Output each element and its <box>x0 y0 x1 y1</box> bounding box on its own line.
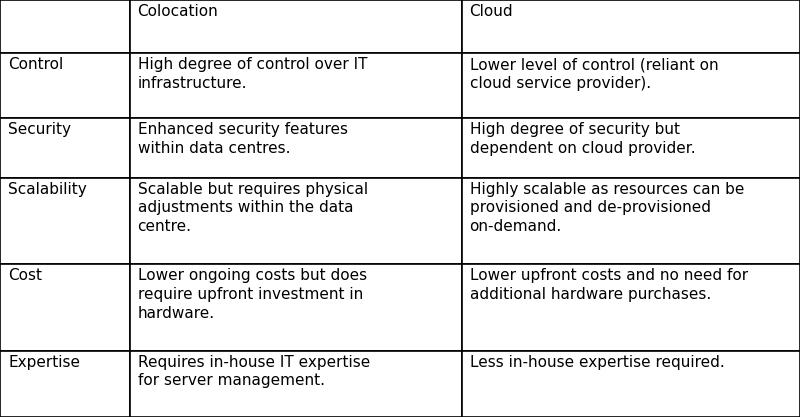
Bar <box>0 0 130 53</box>
Bar <box>130 264 462 351</box>
Text: Colocation: Colocation <box>138 4 218 19</box>
Bar <box>0 264 130 351</box>
Bar <box>462 0 800 53</box>
Text: Cost: Cost <box>8 269 42 284</box>
Text: Scalability: Scalability <box>8 182 86 197</box>
Text: High degree of control over IT
infrastructure.: High degree of control over IT infrastru… <box>138 57 367 91</box>
Text: Scalable but requires physical
adjustments within the data
centre.: Scalable but requires physical adjustmen… <box>138 182 368 234</box>
Text: Lower level of control (reliant on
cloud service provider).: Lower level of control (reliant on cloud… <box>470 57 718 91</box>
Bar <box>0 351 130 417</box>
Text: Lower upfront costs and no need for
additional hardware purchases.: Lower upfront costs and no need for addi… <box>470 269 748 302</box>
Bar <box>462 118 800 178</box>
Text: Expertise: Expertise <box>8 355 80 370</box>
Bar <box>0 118 130 178</box>
Text: Less in-house expertise required.: Less in-house expertise required. <box>470 355 724 370</box>
Text: Security: Security <box>8 122 71 137</box>
Bar <box>462 53 800 118</box>
Text: Lower ongoing costs but does
require upfront investment in
hardware.: Lower ongoing costs but does require upf… <box>138 269 366 321</box>
Bar <box>462 264 800 351</box>
Bar <box>130 351 462 417</box>
Text: Cloud: Cloud <box>470 4 514 19</box>
Bar <box>462 351 800 417</box>
Bar <box>130 118 462 178</box>
Text: Enhanced security features
within data centres.: Enhanced security features within data c… <box>138 122 348 156</box>
Bar <box>130 0 462 53</box>
Text: Highly scalable as resources can be
provisioned and de-provisioned
on-demand.: Highly scalable as resources can be prov… <box>470 182 744 234</box>
Bar <box>0 53 130 118</box>
Text: Control: Control <box>8 57 63 72</box>
Text: High degree of security but
dependent on cloud provider.: High degree of security but dependent on… <box>470 122 695 156</box>
Bar <box>130 53 462 118</box>
Bar <box>130 178 462 264</box>
Bar <box>0 178 130 264</box>
Bar <box>462 178 800 264</box>
Text: Requires in-house IT expertise
for server management.: Requires in-house IT expertise for serve… <box>138 355 370 389</box>
